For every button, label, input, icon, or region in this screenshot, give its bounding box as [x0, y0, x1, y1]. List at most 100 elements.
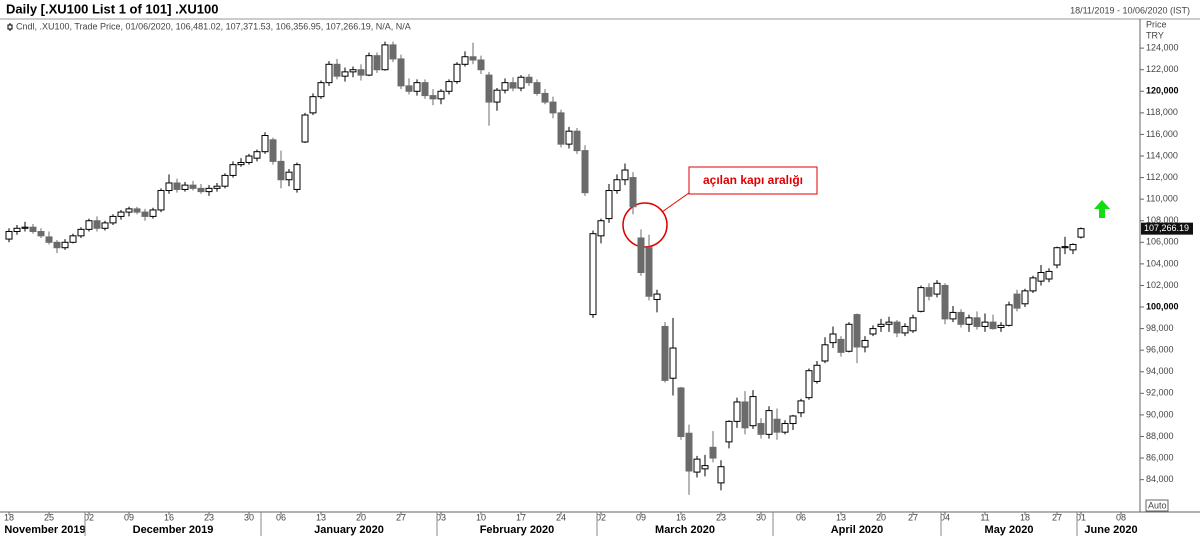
candle-body: [981, 321, 989, 327]
candle-body: [621, 169, 629, 181]
y-tick-label: 98,000: [1146, 323, 1174, 333]
candle-body: [277, 160, 285, 181]
y-tick-label: 96,000: [1146, 345, 1174, 355]
x-tick-label: 10: [476, 512, 486, 522]
candle-body: [989, 321, 997, 330]
candle-body: [221, 174, 229, 187]
candle-body: [637, 237, 645, 274]
candle-body: [1077, 228, 1085, 238]
candle-body: [565, 130, 573, 145]
candle-body: [685, 432, 693, 472]
candle-body: [597, 220, 605, 237]
candle-body: [429, 95, 437, 100]
candle-body: [373, 55, 381, 71]
x-tick-label: 17: [516, 512, 526, 522]
x-tick-label: 18: [1020, 512, 1030, 522]
candle-body: [421, 82, 429, 97]
x-tick-label: 09: [124, 512, 134, 522]
candle-body: [1037, 272, 1045, 282]
x-tick-label: 27: [908, 512, 918, 522]
x-tick-label: 13: [316, 512, 326, 522]
candle-body: [845, 323, 853, 352]
candle-body: [125, 208, 133, 213]
up-arrow: [1094, 200, 1110, 218]
candle-body: [797, 400, 805, 414]
candle-body: [1013, 293, 1021, 309]
candle-body: [805, 370, 813, 399]
candle-body: [533, 82, 541, 94]
candle-body: [69, 235, 77, 243]
candle-body: [677, 387, 685, 437]
x-tick-label: 18: [4, 512, 14, 522]
candle-body: [509, 82, 517, 89]
candle-body: [893, 321, 901, 334]
y-tick-label: 106,000: [1146, 237, 1179, 247]
candle-body: [293, 164, 301, 190]
candle-body: [517, 76, 525, 89]
y-tick-label: 94,000: [1146, 366, 1174, 376]
candle-body: [213, 185, 221, 189]
candle-body: [13, 227, 21, 233]
x-tick-label: 25: [44, 512, 54, 522]
candle-body: [957, 311, 965, 325]
candle-body: [61, 241, 69, 249]
candle-body: [453, 63, 461, 83]
candle-body: [693, 458, 701, 473]
candle-body: [437, 90, 445, 100]
month-label: March 2020: [655, 524, 715, 536]
x-tick-label: 16: [676, 512, 686, 522]
x-tick-label: 03: [436, 512, 446, 522]
candle-body: [885, 321, 893, 325]
candle-body: [765, 410, 773, 435]
candle-body: [493, 89, 501, 103]
candle-body: [261, 135, 269, 153]
candle-body: [589, 233, 597, 316]
candle-body: [941, 284, 949, 320]
candle-body: [141, 211, 149, 217]
candle-body: [1029, 277, 1037, 292]
candle-body: [997, 324, 1005, 329]
candle-body: [157, 190, 165, 211]
x-tick-label: 23: [204, 512, 214, 522]
month-label: April 2020: [831, 524, 884, 536]
y-tick-label: 122,000: [1146, 64, 1179, 74]
candle-body: [445, 81, 453, 92]
legend-icon: [7, 23, 13, 31]
candle-body: [901, 325, 909, 334]
scale-mode-box[interactable]: [1145, 499, 1169, 512]
x-tick-label: 13: [836, 512, 846, 522]
annotation-circle: [622, 202, 668, 248]
candle-body: [181, 184, 189, 190]
candle-body: [245, 155, 253, 163]
candle-body: [477, 59, 485, 71]
last-price-label: 107,266.19: [1144, 223, 1189, 233]
candle-body: [757, 423, 765, 435]
y-tick-label: 88,000: [1146, 431, 1174, 441]
y-tick-label: 90,000: [1146, 409, 1174, 419]
x-tick-label: 27: [396, 512, 406, 522]
candle-body: [269, 139, 277, 162]
x-tick-label: 23: [716, 512, 726, 522]
candle-body: [501, 82, 509, 91]
y-tick-label: 102,000: [1146, 280, 1179, 290]
candle-body: [813, 364, 821, 382]
candle-body: [5, 231, 13, 240]
candle-body: [109, 215, 117, 224]
candle-body: [1005, 304, 1013, 326]
candle-body: [837, 338, 845, 353]
x-tick-label: 20: [356, 512, 366, 522]
candle-body: [53, 241, 61, 249]
candle-body: [549, 101, 557, 114]
candle-body: [413, 82, 421, 92]
x-tick-label: 02: [596, 512, 606, 522]
candle-body: [29, 226, 37, 233]
scale-mode[interactable]: Auto: [1148, 500, 1167, 510]
candle-body: [205, 187, 213, 193]
candle-body: [189, 184, 197, 189]
candle-body: [525, 76, 533, 84]
x-tick-label: 30: [756, 512, 766, 522]
candle-body: [557, 112, 565, 145]
candle-body: [37, 231, 45, 237]
